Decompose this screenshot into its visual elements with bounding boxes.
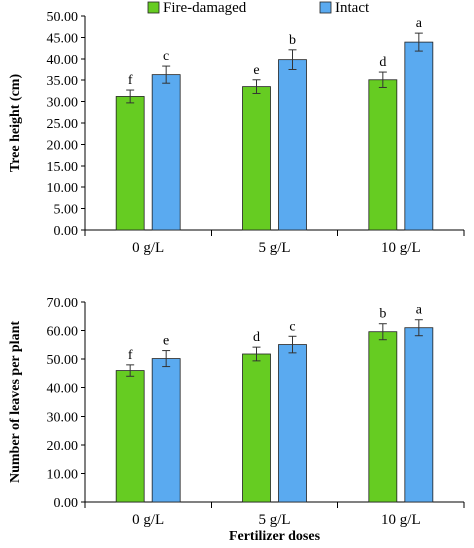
significance-label: e xyxy=(253,63,259,78)
bar-fire-damaged xyxy=(368,331,398,503)
significance-label: f xyxy=(128,348,133,363)
legend-swatch-intact xyxy=(319,1,332,14)
significance-label: a xyxy=(416,16,423,31)
y-tick-label: 60.00 xyxy=(47,325,79,340)
y-tick-label: 0.00 xyxy=(54,496,79,511)
x-tick-label: 5 g/L xyxy=(258,240,290,256)
y-tick-label: 20.00 xyxy=(47,439,79,454)
bar-intact xyxy=(151,358,181,503)
y-tick-label: 0.00 xyxy=(54,224,79,239)
significance-label: c xyxy=(289,319,295,334)
bar-fire-damaged xyxy=(368,79,398,231)
significance-label: b xyxy=(379,307,386,322)
y-tick-label: 10.00 xyxy=(47,467,79,482)
y-tick-label: 50.00 xyxy=(47,10,79,25)
bar-fire-damaged xyxy=(115,370,145,503)
x-tick-label: 5 g/L xyxy=(258,512,290,528)
y-tick-label: 25.00 xyxy=(47,117,79,132)
significance-label: d xyxy=(253,330,260,345)
bar-intact xyxy=(151,74,181,231)
y-tick-label: 50.00 xyxy=(47,353,79,368)
legend-label-intact: Intact xyxy=(335,0,370,16)
significance-label: c xyxy=(163,49,169,64)
significance-label: a xyxy=(416,303,423,318)
y-tick-label: 40.00 xyxy=(47,382,79,397)
bar-intact xyxy=(278,344,307,503)
significance-label: f xyxy=(128,73,133,88)
tree-height-chart: 0.00 5.00 10.00 15.00 20.00 25.00 30.00 35.00 40… xyxy=(8,10,465,256)
y-tick-label: 70.00 xyxy=(47,296,79,311)
x-tick-label: 10 g/L xyxy=(381,512,421,528)
x-tick-label: 0 g/L xyxy=(132,240,164,256)
y-tick-label: 45.00 xyxy=(47,31,79,46)
bar-intact xyxy=(278,59,307,231)
bar-fire-damaged xyxy=(242,86,271,231)
x-axis-title: Fertilizer doses xyxy=(229,529,321,544)
y-axis-title: Number of leaves per plant xyxy=(8,321,23,483)
bar-fire-damaged xyxy=(242,353,271,503)
x-tick-label: 10 g/L xyxy=(381,240,421,256)
bar-intact xyxy=(404,327,434,503)
y-tick-label: 15.00 xyxy=(47,160,79,175)
y-tick-label: 5.00 xyxy=(54,203,79,218)
bar-intact xyxy=(404,41,434,231)
bar-fire-damaged xyxy=(115,96,145,231)
y-axis-title: Tree height (cm) xyxy=(8,74,23,173)
y-tick-label: 20.00 xyxy=(47,138,79,153)
chart-legend: Fire-damaged Intact xyxy=(147,0,370,16)
y-tick-label: 35.00 xyxy=(47,74,79,89)
significance-label: d xyxy=(379,55,386,70)
significance-label: e xyxy=(163,334,169,349)
x-tick-label: 0 g/L xyxy=(132,512,164,528)
legend-swatch-fire-damaged xyxy=(147,1,160,14)
y-tick-label: 40.00 xyxy=(47,53,79,68)
y-tick-label: 30.00 xyxy=(47,96,79,111)
y-tick-label: 10.00 xyxy=(47,181,79,196)
legend-label-fire-damaged: Fire-damaged xyxy=(163,0,247,16)
significance-label: b xyxy=(289,33,296,48)
y-tick-label: 30.00 xyxy=(47,410,79,425)
leaves-chart: 0.00 10.00 20.00 30.00 40.00 50.00 60.00 70.00 0… xyxy=(8,296,465,544)
